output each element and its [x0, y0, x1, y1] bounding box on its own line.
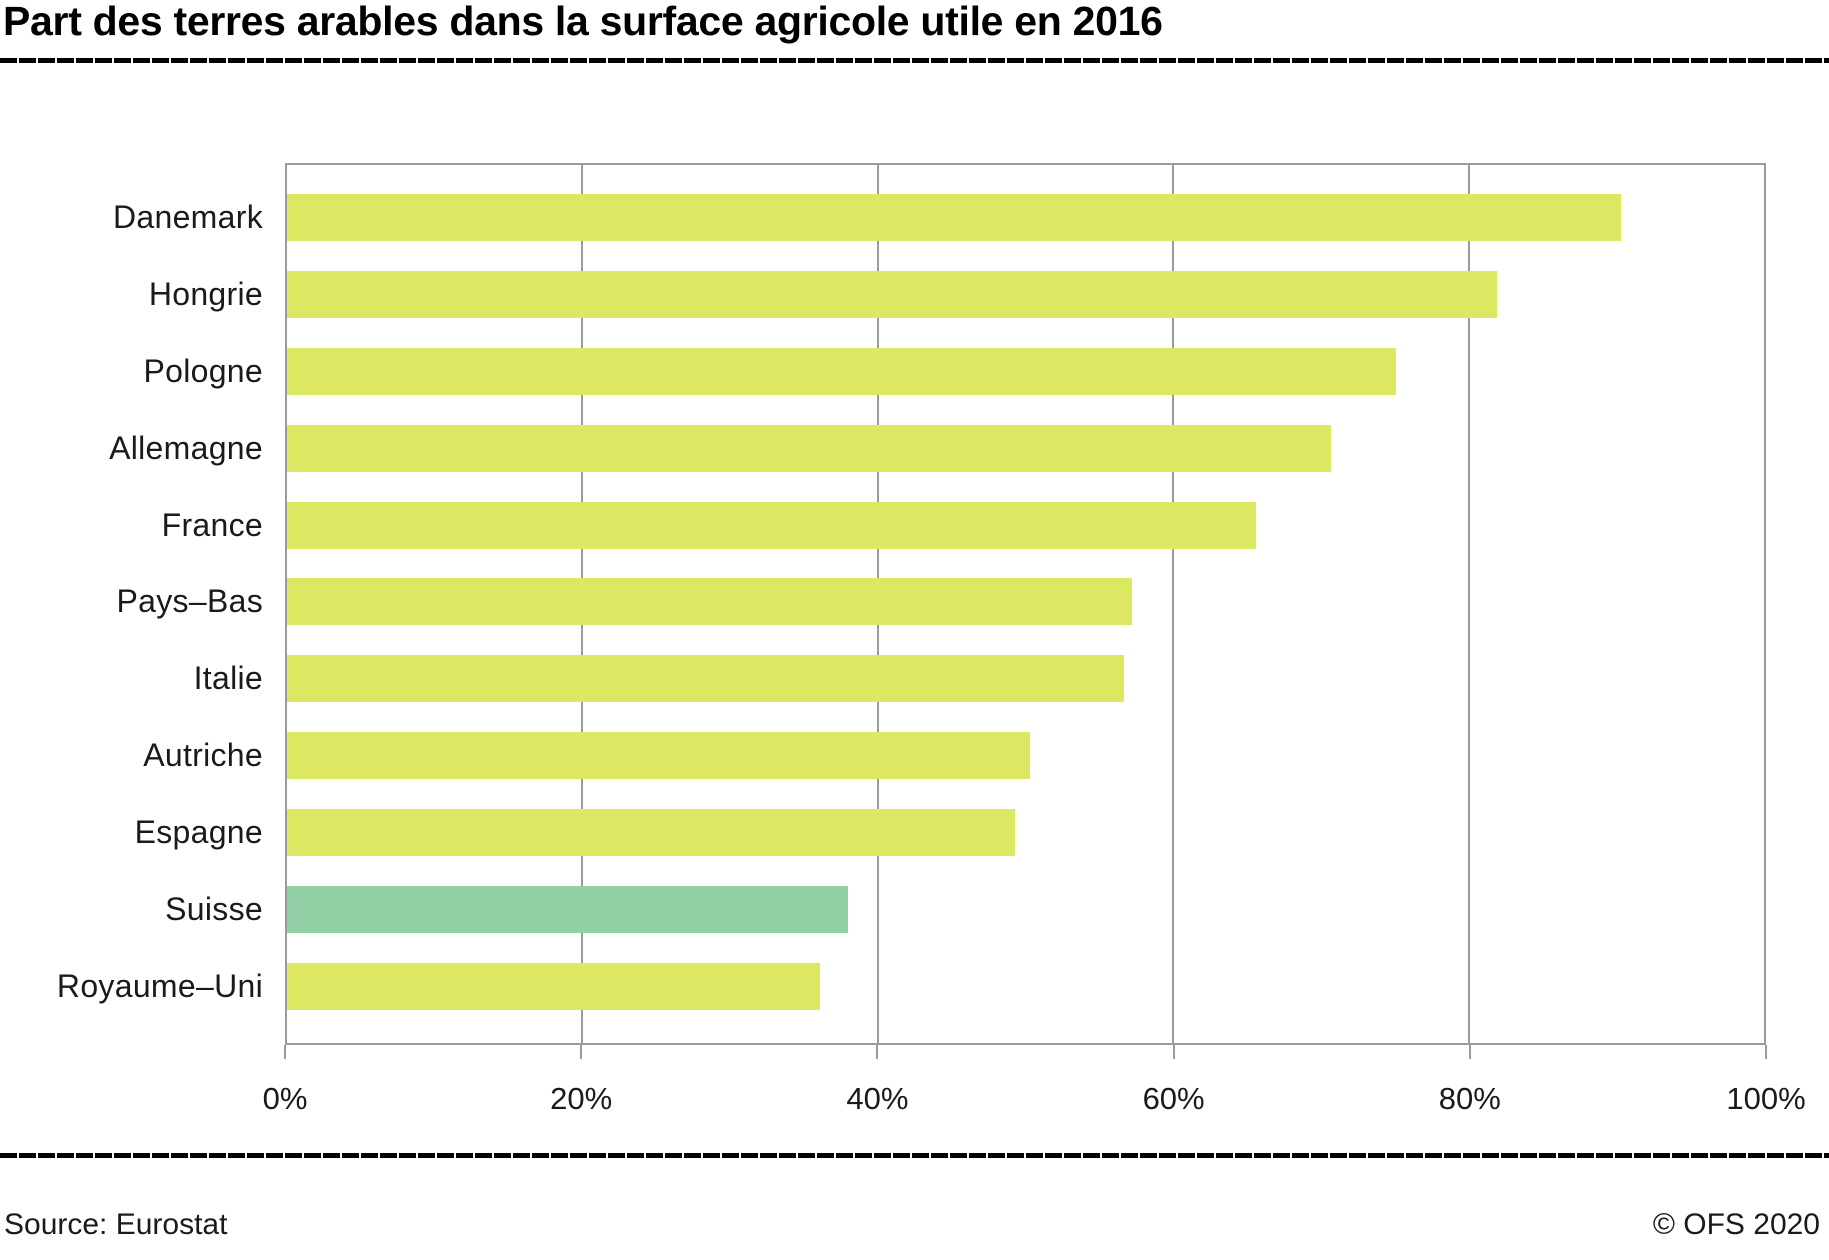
- category-label-hongrie: Hongrie: [148, 275, 263, 312]
- category-label-france: France: [161, 506, 263, 543]
- category-label-pologne: Pologne: [143, 352, 263, 389]
- gridline-80: [1467, 165, 1470, 1043]
- bar-italie: [287, 655, 1125, 703]
- x-tick-80: [1468, 1045, 1471, 1059]
- chart-row-pologne: Pologne: [143, 333, 1764, 410]
- bar-espagne: [287, 809, 1016, 857]
- x-tick-label-60: 60%: [1142, 1081, 1205, 1116]
- bar-france: [287, 501, 1256, 549]
- chart-row-allemagne: Allemagne: [109, 410, 1764, 487]
- x-tick-40: [876, 1045, 879, 1059]
- gridline-60: [1172, 165, 1175, 1043]
- x-tick-label-80: 80%: [1438, 1081, 1501, 1116]
- x-axis: 0% 20% 40% 60% 80% 100%: [263, 1045, 1806, 1135]
- x-tick-label-0: 0%: [262, 1081, 308, 1116]
- x-tick-20: [580, 1045, 583, 1059]
- bar-rows: Danemark Hongrie Pologne Allemagne France Pay…: [57, 165, 1764, 1043]
- bar-pays-bas: [287, 578, 1132, 626]
- plot-area: Danemark Hongrie Pologne Allemagne France Pay…: [57, 163, 1766, 1045]
- chart-row-royaume-uni: Royaume–Uni: [57, 948, 1764, 1025]
- chart-row-suisse: Suisse: [165, 871, 1764, 948]
- category-label-allemagne: Allemagne: [109, 429, 263, 466]
- x-tick-100: [1765, 1045, 1767, 1059]
- chart-row-autriche: Autriche: [143, 717, 1764, 794]
- category-label-espagne: Espagne: [134, 814, 263, 851]
- bar-danemark: [287, 193, 1621, 241]
- source-label: Source: Eurostat: [4, 1208, 228, 1241]
- x-tick-0: [284, 1045, 286, 1059]
- title-divider-line: [0, 58, 1829, 63]
- bar-autriche: [287, 732, 1030, 780]
- x-tick-label-100: 100%: [1726, 1081, 1806, 1116]
- x-tick-label-40: 40%: [846, 1081, 909, 1116]
- bar-pologne: [287, 347, 1397, 395]
- category-label-italie: Italie: [193, 660, 263, 697]
- chart-row-danemark: Danemark: [113, 179, 1764, 256]
- x-tick-60: [1172, 1045, 1175, 1059]
- category-label-pays-bas: Pays–Bas: [116, 583, 263, 620]
- bar-suisse: [287, 886, 849, 934]
- chart-row-italie: Italie: [194, 640, 1764, 717]
- x-tick-label-20: 20%: [550, 1081, 613, 1116]
- category-label-danemark: Danemark: [112, 198, 263, 235]
- category-label-royaume-uni: Royaume–Uni: [56, 968, 263, 1005]
- copyright-label: © OFS 2020: [1652, 1208, 1820, 1241]
- category-label-suisse: Suisse: [165, 891, 263, 928]
- chart-title: Part des terres arables dans la surface …: [3, 0, 1163, 44]
- bar-royaume-uni: [287, 963, 821, 1011]
- chart-row-france: France: [162, 487, 1764, 564]
- footer-divider-line: [0, 1153, 1829, 1158]
- bar-hongrie: [287, 270, 1497, 318]
- chart-row-hongrie: Hongrie: [149, 256, 1764, 333]
- chart-row-espagne: Espagne: [135, 794, 1764, 871]
- bar-allemagne: [287, 424, 1332, 472]
- category-label-autriche: Autriche: [143, 737, 263, 774]
- chart-row-pays-bas: Pays–Bas: [117, 564, 1764, 641]
